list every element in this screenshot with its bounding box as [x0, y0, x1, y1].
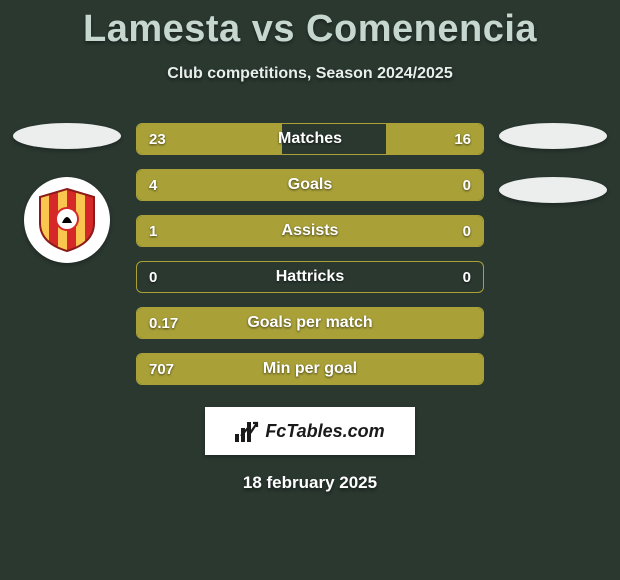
- stat-value-right: 0: [463, 269, 471, 286]
- fctables-text: FcTables.com: [265, 421, 384, 442]
- stat-label: Goals: [137, 176, 483, 194]
- stat-row: 23Matches16: [136, 123, 484, 155]
- stat-label: Assists: [137, 222, 483, 240]
- fctables-branding[interactable]: FcTables.com: [205, 407, 415, 455]
- stat-label: Matches: [137, 130, 483, 148]
- stat-row: 0.17Goals per match: [136, 307, 484, 339]
- stat-row: 4Goals0: [136, 169, 484, 201]
- right-player-col: [490, 123, 620, 203]
- stat-value-right: 0: [463, 177, 471, 194]
- club-badge-left: [24, 177, 110, 263]
- page-subtitle: Club competitions, Season 2024/2025: [0, 65, 620, 83]
- fctables-logo-icon: [235, 420, 259, 442]
- benevento-crest-icon: [32, 185, 102, 255]
- stat-row: 1Assists0: [136, 215, 484, 247]
- stat-value-right: 16: [454, 131, 471, 148]
- stat-label: Hattricks: [137, 268, 483, 286]
- page-title: Lamesta vs Comenencia: [0, 0, 620, 51]
- stat-row: 707Min per goal: [136, 353, 484, 385]
- player-photo-placeholder-right-1: [499, 123, 607, 149]
- left-player-col: [0, 123, 130, 263]
- comparison-panel: 23Matches164Goals01Assists00Hattricks00.…: [0, 123, 620, 385]
- player-photo-placeholder-right-2: [499, 177, 607, 203]
- footer-date: 18 february 2025: [0, 473, 620, 493]
- player-photo-placeholder-left: [13, 123, 121, 149]
- stat-label: Min per goal: [137, 360, 483, 378]
- stats-column: 23Matches164Goals01Assists00Hattricks00.…: [130, 123, 490, 385]
- stat-row: 0Hattricks0: [136, 261, 484, 293]
- stat-label: Goals per match: [137, 314, 483, 332]
- fctables-arrow-icon: [239, 420, 259, 440]
- stat-value-right: 0: [463, 223, 471, 240]
